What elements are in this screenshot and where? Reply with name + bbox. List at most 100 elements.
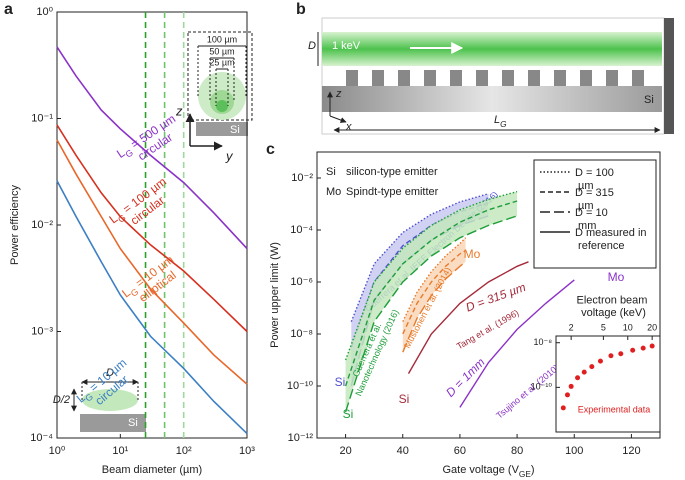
y-tick-label: 10⁻² — [291, 172, 313, 184]
emitter-label: Mo — [608, 270, 625, 284]
substrate — [196, 122, 248, 136]
y-tick-label: 10⁻¹ — [31, 112, 53, 124]
y-tick-label: 10⁻⁶ — [290, 276, 313, 288]
data-point — [597, 358, 603, 364]
y-tick-label: 10⁻¹⁰ — [531, 382, 553, 392]
y-axis-label: Power upper limit (W) — [269, 242, 281, 348]
inset-frame — [187, 31, 253, 121]
x-tick-label: 40 — [397, 445, 409, 457]
beam-profile — [216, 100, 228, 112]
panel-letter: a — [4, 1, 13, 18]
panel-letter: b — [296, 1, 306, 18]
data-point — [608, 353, 614, 359]
x-tick-label: 100 — [565, 445, 583, 457]
panel-letter: c — [266, 141, 275, 158]
line-series — [56, 46, 248, 250]
band — [345, 191, 518, 412]
axis-label: z — [175, 103, 183, 118]
data-point — [618, 351, 624, 357]
line-series — [344, 215, 518, 413]
emitter-name: Spindt-type emitter — [346, 186, 439, 198]
line-series — [402, 250, 466, 335]
material-label: Si — [230, 124, 240, 136]
x-tick-label: 20 — [647, 322, 657, 332]
width-label: 50 µm — [209, 46, 234, 56]
data-point — [640, 345, 646, 351]
material-label: Si — [128, 417, 138, 429]
x-tick-label: 120 — [622, 445, 640, 457]
y-tick-label: 10⁻¹² — [288, 432, 314, 444]
data-point — [560, 405, 566, 411]
grating — [346, 70, 644, 86]
width-guides — [197, 46, 247, 106]
y-tick-label: 10⁻⁸ — [533, 337, 552, 347]
inset-frame — [555, 335, 661, 433]
inset-top: 100 µm 50 µm 25 µm Si z y — [175, 31, 253, 163]
data-point — [568, 383, 574, 389]
x-tick-label: 20 — [339, 445, 351, 457]
y-tick-label: 10⁻¹⁰ — [287, 380, 314, 392]
line-series — [402, 237, 467, 322]
line-series — [459, 279, 575, 408]
legend-label: D = 10 mm — [575, 207, 608, 232]
substrate — [322, 86, 662, 112]
annotation: D = 315 µm — [464, 280, 528, 315]
substrate — [80, 414, 146, 432]
legend-label: D = 315 µm — [575, 187, 614, 212]
y-tick-label: 10⁻² — [31, 219, 53, 231]
line-series — [56, 139, 248, 385]
y-tick-label: 10⁻³ — [31, 325, 53, 337]
beam-profile — [82, 389, 138, 411]
line-series — [402, 261, 467, 353]
thickness-label: D — [308, 40, 316, 52]
x-tick-label: 10³ — [239, 445, 255, 457]
energy-label: 1 keV — [332, 40, 361, 52]
line-series — [56, 180, 248, 435]
height-label: D/2 — [53, 394, 70, 406]
x-tick-label: 2 — [569, 322, 574, 332]
line-series — [407, 261, 529, 374]
material-label: Si — [644, 94, 654, 106]
axis-label: y — [225, 148, 234, 163]
data-point — [564, 392, 570, 398]
emitter-symbol: Si — [326, 166, 336, 178]
y-axis-label: Power efficiency — [9, 185, 21, 265]
axis-arrow — [329, 115, 347, 123]
emitter-label: Mo — [464, 247, 481, 261]
length-label: LG — [494, 114, 507, 129]
data-point — [630, 347, 636, 353]
emitter-label: Si — [335, 375, 346, 389]
y-tick-label: 10⁻⁴ — [290, 224, 313, 236]
series-label: LG = 500 µm circular — [114, 112, 186, 173]
emitter-label: Si — [343, 407, 354, 421]
axis-label: x — [345, 121, 352, 133]
x-axis-label: Gate voltage (VGE) — [442, 464, 534, 479]
width-label: D — [106, 367, 114, 379]
data-point — [649, 343, 655, 349]
data-point — [575, 375, 581, 381]
legend-label: D measured in reference — [575, 227, 647, 252]
annotation: D = 1mm — [443, 355, 488, 400]
y-tick-label: 10⁰ — [36, 6, 53, 18]
line-series — [56, 124, 248, 333]
x-tick-label: 5 — [601, 322, 606, 332]
width-label: 25 µm — [209, 57, 234, 67]
emitter-name: silicon-type emitter — [346, 166, 438, 178]
x-tick-label: 60 — [454, 445, 466, 457]
panel-b: D 1 keV z x Si LG — [308, 17, 674, 135]
emitter-label: Si — [399, 392, 410, 406]
data-point — [581, 369, 587, 375]
reference-label: Tang et al. (1996) — [455, 308, 521, 352]
x-tick-label: 10 — [623, 322, 633, 332]
x-tick-label: 10⁰ — [49, 445, 66, 457]
y-tick-label: 10⁻⁸ — [290, 328, 313, 340]
inset-series-label: Experimental data — [578, 404, 651, 414]
band — [402, 237, 466, 353]
electron-beam — [322, 32, 662, 66]
emitter-symbol: Mo — [326, 186, 341, 198]
legend-frame — [533, 159, 657, 269]
x-tick-label: 80 — [511, 445, 523, 457]
line-series — [344, 200, 518, 387]
y-tick-label: 10⁻⁴ — [30, 432, 53, 444]
